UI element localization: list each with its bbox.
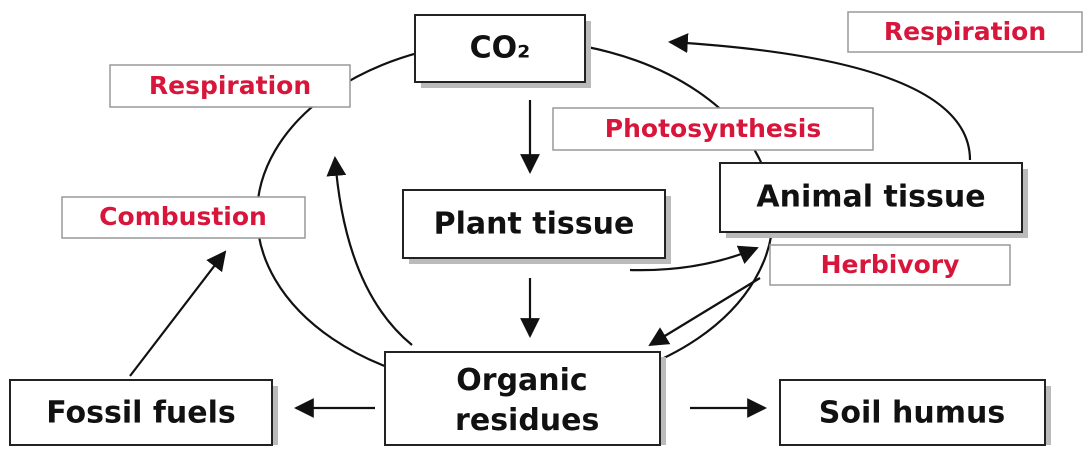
node-text: Fossil fuels <box>46 396 236 431</box>
arrow <box>668 33 972 161</box>
process-label: Herbivory <box>769 244 1011 286</box>
node-text: Soil humus <box>819 396 1005 431</box>
node: Organic residues <box>384 351 666 446</box>
arrow <box>629 245 759 272</box>
process-label: Photosynthesis <box>552 107 874 151</box>
node: Animal tissue <box>719 162 1028 238</box>
process-label: Respiration <box>847 11 1083 53</box>
process-text: Combustion <box>99 202 267 231</box>
node-text: Plant tissue <box>434 207 635 242</box>
node: Soil humus <box>779 379 1051 446</box>
arrows <box>129 33 972 418</box>
node-text: Animal tissue <box>756 180 985 215</box>
node: Fossil fuels <box>9 379 278 446</box>
process-label: Respiration <box>109 64 351 108</box>
node: Plant tissue <box>402 189 671 264</box>
node-text: Organic residues <box>445 363 600 438</box>
arrow <box>326 156 413 346</box>
arrow <box>648 277 761 347</box>
process-text: Respiration <box>884 17 1046 46</box>
node: CO₂ <box>414 14 591 88</box>
process-text: Herbivory <box>821 250 960 279</box>
arrow <box>129 250 227 377</box>
process-label: Combustion <box>61 196 306 239</box>
process-text: Respiration <box>149 71 311 100</box>
process-text: Photosynthesis <box>605 114 821 143</box>
node-text: CO₂ <box>470 31 531 66</box>
